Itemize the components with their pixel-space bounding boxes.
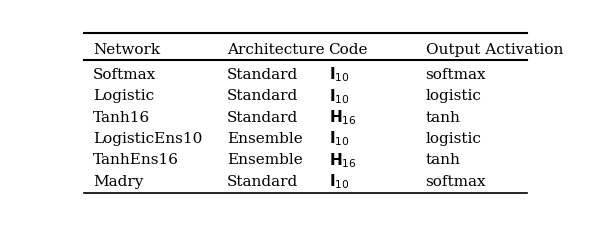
- Text: $\mathbf{I}_{10}$: $\mathbf{I}_{10}$: [328, 129, 349, 148]
- Text: $\mathbf{I}_{10}$: $\mathbf{I}_{10}$: [328, 86, 349, 105]
- Text: Code: Code: [328, 43, 368, 57]
- Text: tanh: tanh: [426, 153, 461, 167]
- Text: Logistic: Logistic: [93, 89, 154, 103]
- Text: $\mathbf{I}_{10}$: $\mathbf{I}_{10}$: [328, 65, 349, 84]
- Text: tanh: tanh: [426, 110, 461, 124]
- Text: Standard: Standard: [227, 174, 298, 188]
- Text: LogisticEns10: LogisticEns10: [93, 131, 203, 145]
- Text: $\mathbf{I}_{10}$: $\mathbf{I}_{10}$: [328, 172, 349, 190]
- Text: Softmax: Softmax: [93, 68, 156, 81]
- Text: Madry: Madry: [93, 174, 144, 188]
- Text: softmax: softmax: [426, 174, 486, 188]
- Text: $\mathbf{H}_{16}$: $\mathbf{H}_{16}$: [328, 150, 356, 169]
- Text: $\mathbf{H}_{16}$: $\mathbf{H}_{16}$: [328, 108, 356, 126]
- Text: Architecture: Architecture: [227, 43, 325, 57]
- Text: Ensemble: Ensemble: [227, 131, 303, 145]
- Text: Standard: Standard: [227, 68, 298, 81]
- Text: Output Activation: Output Activation: [426, 43, 563, 57]
- Text: Ensemble: Ensemble: [227, 153, 303, 167]
- Text: logistic: logistic: [426, 131, 482, 145]
- Text: TanhEns16: TanhEns16: [93, 153, 179, 167]
- Text: logistic: logistic: [426, 89, 482, 103]
- Text: Standard: Standard: [227, 110, 298, 124]
- Text: softmax: softmax: [426, 68, 486, 81]
- Text: Tanh16: Tanh16: [93, 110, 150, 124]
- Text: Network: Network: [93, 43, 160, 57]
- Text: Standard: Standard: [227, 89, 298, 103]
